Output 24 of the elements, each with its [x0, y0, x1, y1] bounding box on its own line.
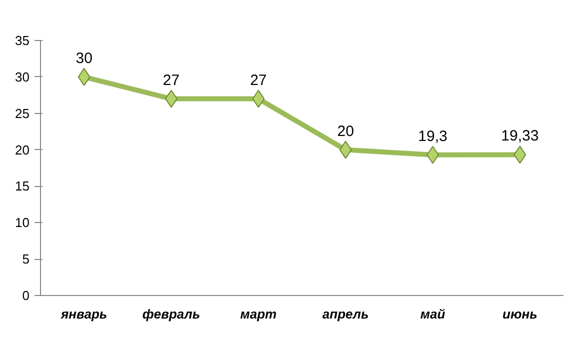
y-tick-label: 30 — [15, 69, 30, 84]
data-label: 19,33 — [501, 128, 539, 145]
data-label: 20 — [337, 122, 354, 140]
y-tick-label: 20 — [15, 142, 30, 158]
point — [78, 68, 90, 86]
data-label: 27 — [162, 72, 180, 89]
x-tick-label: апрель — [322, 306, 369, 322]
point — [339, 140, 352, 159]
y-tick-label: 10 — [15, 215, 30, 230]
data-label: 27 — [250, 72, 267, 89]
y-tick-label: 15 — [15, 178, 30, 194]
x-tick-label: февраль — [142, 306, 200, 322]
point — [252, 90, 265, 108]
data-label: 19,3 — [418, 128, 448, 145]
y-tick-label: 25 — [15, 106, 30, 121]
x-tick-label: май — [420, 306, 446, 322]
x-tick-label: март — [240, 306, 278, 322]
y-tick-label: 35 — [15, 33, 30, 48]
y-tick-label: 0 — [22, 288, 30, 303]
x-tick-label: июнь — [502, 306, 538, 322]
x-tick-label: январь — [60, 306, 108, 322]
point — [514, 146, 526, 164]
y-tick-label: 5 — [22, 252, 30, 267]
data-label: 30 — [76, 50, 92, 67]
